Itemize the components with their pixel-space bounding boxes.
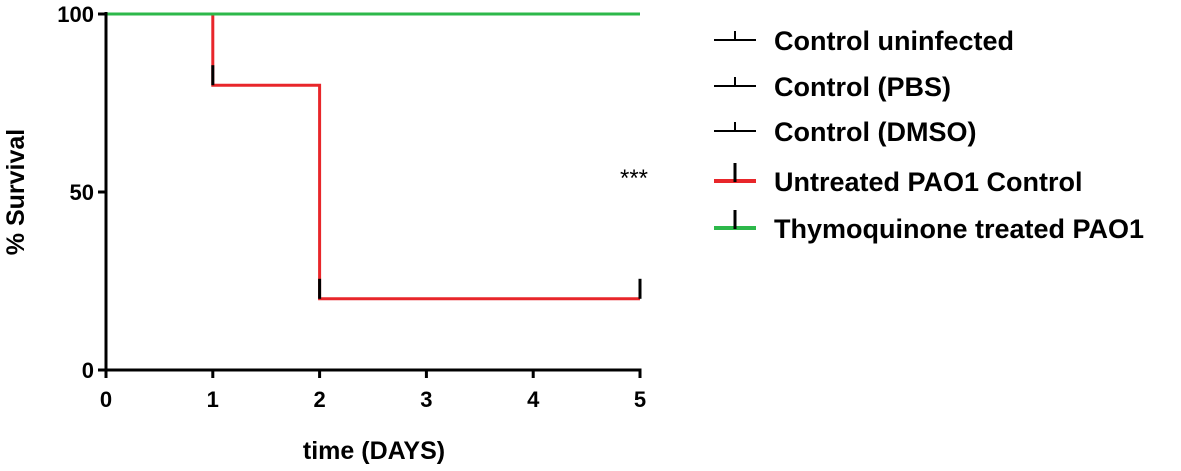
x-tick-label: 2 xyxy=(313,387,325,412)
legend-label: Thymoquinone treated PAO1 xyxy=(774,214,1144,244)
x-tick-label: 1 xyxy=(207,387,219,412)
y-axis-label: % Survival xyxy=(2,129,30,255)
legend-label: Control (DMSO) xyxy=(774,117,976,147)
legend-label: Untreated PAO1 Control xyxy=(774,167,1083,197)
x-tick-label: 5 xyxy=(634,387,646,412)
legend-label: Control (PBS) xyxy=(774,72,951,102)
y-tick-label: 100 xyxy=(57,2,94,27)
x-tick-label: 0 xyxy=(100,387,112,412)
plot-lines xyxy=(106,12,642,301)
significance-annotation: *** xyxy=(620,165,648,192)
x-tick-label: 4 xyxy=(527,387,540,412)
legend-label: Control uninfected xyxy=(774,26,1014,56)
legend: Control uninfected Control (PBS) Control (… xyxy=(714,26,1144,244)
y-tick-label: 50 xyxy=(70,180,94,205)
series-line-3 xyxy=(106,12,640,301)
x-tick-label: 3 xyxy=(420,387,432,412)
x-axis-label: time (DAYS) xyxy=(303,437,445,465)
y-tick-label: 0 xyxy=(82,358,94,383)
